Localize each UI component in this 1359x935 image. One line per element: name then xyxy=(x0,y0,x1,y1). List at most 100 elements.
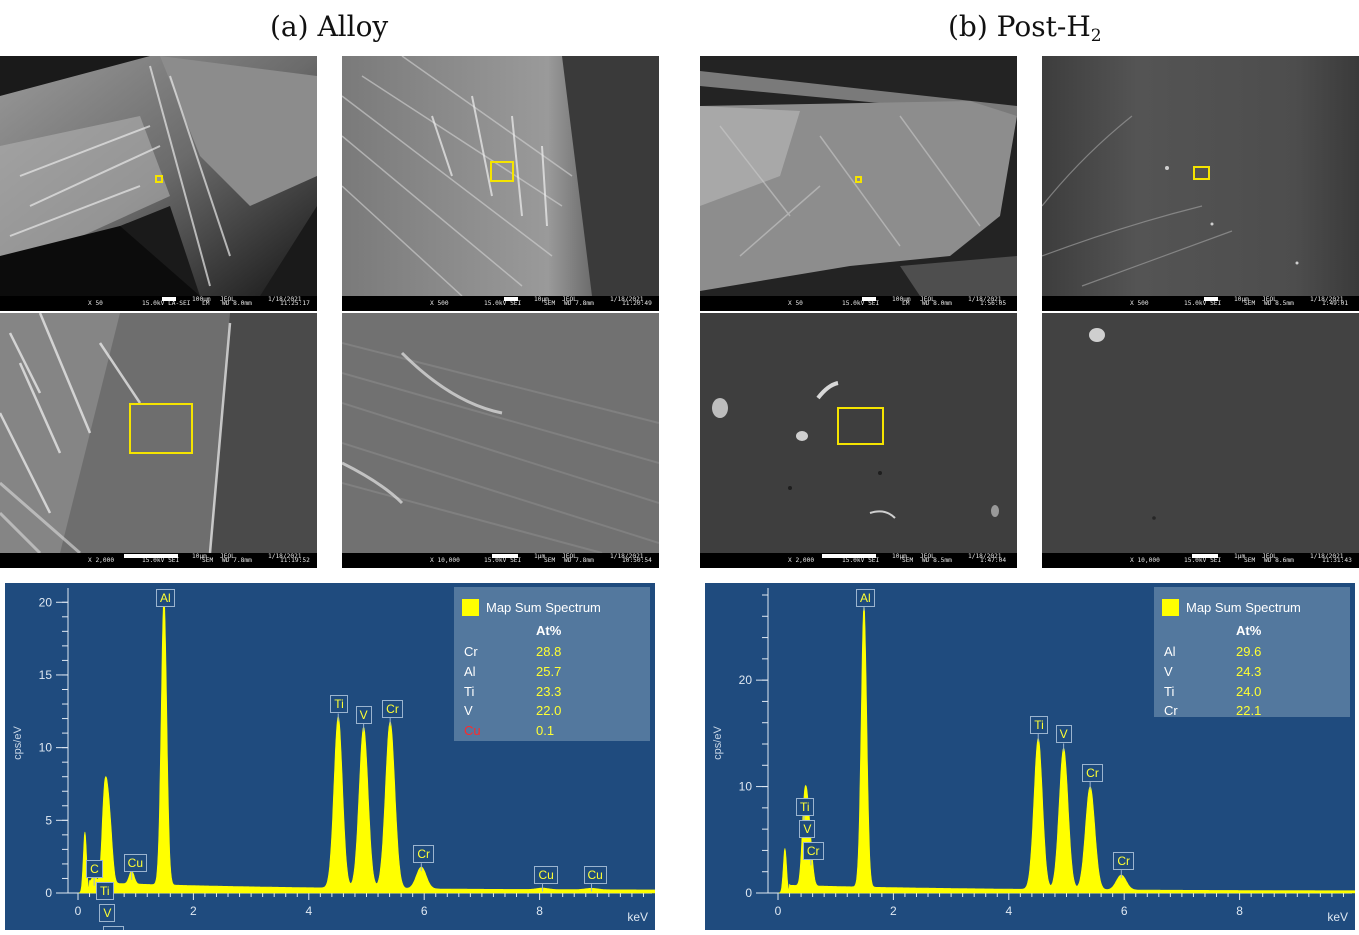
x-tick-label: 4 xyxy=(1005,904,1012,918)
scale-bar xyxy=(162,297,176,301)
y-axis-label: cps/eV xyxy=(12,726,24,760)
peak-label: V xyxy=(355,705,372,724)
legend-swatch xyxy=(1162,599,1179,616)
sem-micrograph-alloy-x2000: X 2,000 15.0kV SEI SEM 10µm JEOL WD 7.8m… xyxy=(0,313,317,568)
sem-image xyxy=(700,313,1017,553)
legend-swatch xyxy=(462,599,479,616)
peak-label: Cr xyxy=(802,841,824,860)
sem-info-bar: X 2,000 15.0kV SEI SEM 10µm JEOL WD 7.8m… xyxy=(0,553,317,568)
legend-value: 24.3 xyxy=(1236,664,1262,679)
scale-bar xyxy=(1204,297,1218,301)
heading-alloy: (a) Alloy xyxy=(270,10,389,43)
peak-label: Cr xyxy=(382,699,403,718)
sem-info-bar: X 2,000 15.0kV SEI SEM 10µm JEOL WD 8.5m… xyxy=(700,553,1017,568)
legend-element: V xyxy=(1164,664,1173,679)
spectrum-legend: Map Sum Spectrum At% Cr 28.8 Al 25.7 Ti … xyxy=(454,587,650,741)
sem-info-bar: X 10,000 15.0kV SEI SEM 1µm JEOL WD 7.8m… xyxy=(342,553,659,568)
legend-value: 28.8 xyxy=(536,644,562,659)
peak-label: Cr xyxy=(1113,852,1134,871)
legend-title: Map Sum Spectrum xyxy=(486,600,601,615)
legend-element: Al xyxy=(1164,644,1176,659)
peak-label: Ti xyxy=(330,695,348,714)
legend-value: 29.6 xyxy=(1236,644,1262,659)
heading-post-h2: (b) Post-H2 xyxy=(948,10,1102,46)
peak-label: V xyxy=(1055,725,1072,744)
sem-micrograph-alloy-x50: X 50 15.0kV LA-SEI LM 100µm JEOL WD 8.0m… xyxy=(0,56,317,311)
legend-title: Map Sum Spectrum xyxy=(1186,600,1301,615)
scale-bar xyxy=(124,554,178,558)
roi-marker xyxy=(855,176,862,183)
roi-marker xyxy=(155,175,163,183)
y-tick-label: 10 xyxy=(739,780,753,794)
sem-micrograph-alloy-x500: X 500 15.0kV SEI SEM 10µm JEOL WD 7.8mm … xyxy=(342,56,659,311)
spectrum-area xyxy=(78,596,655,894)
sem-info-bar: X 10,000 15.0kV SEI SEM 1µm JEOL WD 8.6m… xyxy=(1042,553,1359,568)
y-axis-label: cps/eV xyxy=(712,726,724,760)
scale-bar xyxy=(862,297,876,301)
roi-marker xyxy=(837,407,884,445)
peak-label: V xyxy=(799,819,816,838)
spectrum-area xyxy=(778,604,1355,894)
legend-header: At% xyxy=(1236,623,1262,638)
sem-info-bar: X 500 15.0kV SEI SEM 10µm JEOL WD 8.5mm … xyxy=(1042,296,1359,311)
sem-info-bar: X 50 15.0kV LA-SEI LM 100µm JEOL WD 8.0m… xyxy=(0,296,317,311)
x-unit-label: keV xyxy=(1327,910,1348,924)
x-tick-label: 2 xyxy=(890,904,897,918)
eds-spectrum-post-h2: 0 2 4 6 8 keV 0 10 20 cps/eV Map Sum Spectrum At%… xyxy=(705,583,1355,930)
legend-value: 24.0 xyxy=(1236,684,1262,699)
roi-marker xyxy=(129,403,193,454)
legend-value: 0.1 xyxy=(536,723,555,738)
spectrum-legend: Map Sum Spectrum At% Al 29.6 V 24.3 Ti 2… xyxy=(1154,587,1350,718)
legend-element: Cr xyxy=(1164,703,1178,718)
legend-header: At% xyxy=(536,623,562,638)
legend-element: Ti xyxy=(464,684,475,699)
peak-label: Al xyxy=(155,589,175,607)
scale-bar xyxy=(504,297,518,301)
x-unit-label: keV xyxy=(627,910,648,924)
sem-info-bar: X 50 15.0kV SEI LM 100µm JEOL WD 8.0mm 1… xyxy=(700,296,1017,311)
peak-label: Cr xyxy=(413,845,434,864)
scale-bar xyxy=(492,554,518,558)
sem-image xyxy=(342,56,659,296)
legend-element: V xyxy=(464,703,473,718)
x-tick-label: 2 xyxy=(190,904,197,918)
legend-value: 23.3 xyxy=(536,684,562,699)
x-tick-label: 0 xyxy=(775,904,782,918)
peak-label: Ti xyxy=(95,881,114,900)
legend-element: Al xyxy=(464,664,476,679)
y-tick-label: 15 xyxy=(39,668,53,682)
sem-micrograph-post-h2-x500: X 500 15.0kV SEI SEM 10µm JEOL WD 8.5mm … xyxy=(1042,56,1359,311)
x-tick-label: 8 xyxy=(1236,904,1243,918)
legend-element: Cr xyxy=(464,644,478,659)
roi-marker xyxy=(490,161,514,182)
spectrum-plot: 0 2 4 6 8 keV 0 10 20 cps/eV xyxy=(712,588,1355,924)
sem-micrograph-post-h2-x50: X 50 15.0kV SEI LM 100µm JEOL WD 8.0mm 1… xyxy=(700,56,1017,311)
peak-label: C xyxy=(86,859,103,878)
peak-label: Cu xyxy=(123,853,147,872)
y-tick-label: 20 xyxy=(739,673,753,687)
sem-micrograph-alloy-x10000: X 10,000 15.0kV SEI SEM 1µm JEOL WD 7.8m… xyxy=(342,313,659,568)
peak-label: Ti xyxy=(795,797,814,816)
peak-label: V xyxy=(99,903,116,922)
legend-value: 22.1 xyxy=(1236,703,1262,718)
peak-label: Cr xyxy=(102,925,124,930)
y-tick-label: 0 xyxy=(745,886,752,900)
peak-label: Cu xyxy=(583,865,607,884)
sem-image xyxy=(0,313,317,553)
spectrum-plot: 0 2 4 6 8 keV 0 5 10 15 20 cps/eV xyxy=(12,588,655,924)
y-tick-label: 5 xyxy=(45,813,52,827)
legend-value: 22.0 xyxy=(536,703,562,718)
peak-label: Cr xyxy=(1082,763,1103,782)
sem-image xyxy=(1042,56,1359,296)
peak-label: Ti xyxy=(1030,715,1048,734)
y-tick-label: 20 xyxy=(39,595,53,609)
sem-micrograph-post-h2-x2000: X 2,000 15.0kV SEI SEM 10µm JEOL WD 8.5m… xyxy=(700,313,1017,568)
peak-label: Cu xyxy=(534,865,558,884)
peak-label: Al xyxy=(855,589,875,607)
x-tick-label: 0 xyxy=(75,904,82,918)
x-tick-label: 4 xyxy=(305,904,312,918)
y-tick-label: 0 xyxy=(45,886,52,900)
scale-bar xyxy=(822,554,876,558)
roi-marker xyxy=(1193,166,1210,180)
legend-element: Cu xyxy=(464,723,481,738)
